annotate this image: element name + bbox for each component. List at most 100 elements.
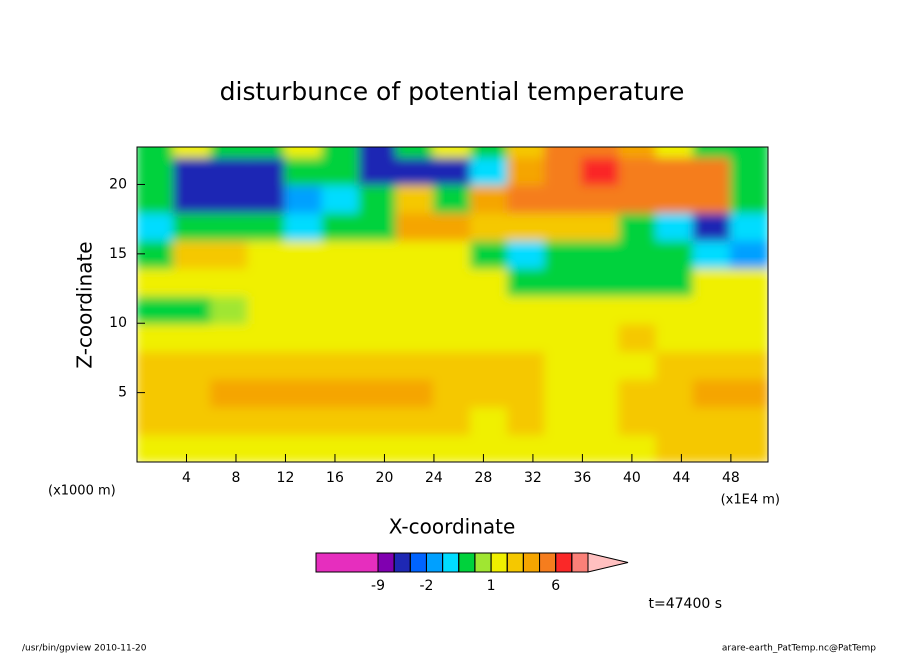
colorbar-tick-label: -9 — [371, 578, 385, 594]
field-cell — [655, 377, 695, 408]
field-cell — [655, 183, 695, 214]
field-cell — [692, 183, 732, 214]
field-cell — [432, 405, 473, 436]
x-tick-label: 40 — [623, 470, 641, 486]
field-cell — [581, 294, 621, 325]
field-cell — [581, 266, 621, 297]
field-cell — [432, 322, 473, 352]
field-cell — [544, 294, 584, 325]
field-cell — [655, 322, 695, 352]
field-cell — [618, 294, 658, 325]
colorbar-tick-label: -2 — [419, 578, 433, 594]
field-cell — [729, 349, 768, 380]
field-cell — [358, 433, 398, 462]
x-tick-label: 48 — [722, 470, 740, 486]
field-cell — [284, 211, 324, 241]
field-cell — [470, 433, 510, 462]
field-cell — [432, 433, 473, 462]
field-cell — [173, 294, 213, 325]
field-cell — [507, 377, 547, 408]
field-cell — [432, 349, 473, 380]
x-tick-label: 32 — [524, 470, 542, 486]
y-tick-label: 20 — [109, 176, 127, 192]
colorbar-segment — [522, 552, 541, 573]
field-cell — [210, 155, 250, 186]
field-cell — [284, 349, 324, 380]
colorbar-segment — [442, 552, 460, 573]
field-cell — [247, 349, 287, 380]
field-cell — [137, 155, 176, 186]
field-cell — [470, 294, 510, 325]
field-cell — [470, 211, 510, 241]
colorbar-segment — [409, 552, 427, 573]
field-cell — [581, 349, 621, 380]
field-cell — [581, 183, 621, 214]
field-cell — [247, 147, 287, 158]
x-tick-label: 24 — [425, 470, 443, 486]
field-cell — [544, 155, 584, 186]
field-cell — [618, 266, 658, 297]
field-cell — [358, 183, 398, 214]
field-cell — [692, 155, 732, 186]
field-cell — [247, 377, 287, 408]
field-cell — [173, 266, 213, 297]
field-cell — [470, 238, 510, 269]
field-cell — [432, 155, 473, 186]
field-cell — [618, 147, 658, 158]
colorbar-segment — [555, 552, 573, 573]
field-cell — [729, 183, 768, 214]
field-cell — [358, 377, 398, 408]
field-cell — [321, 211, 361, 241]
field-cell — [247, 211, 287, 241]
field-cell — [321, 294, 361, 325]
field-cell — [395, 405, 435, 436]
field-cell — [432, 266, 473, 297]
colorbar-tick-label: 6 — [551, 578, 560, 594]
field-cell — [247, 405, 287, 436]
field-cell — [395, 266, 435, 297]
field-cell — [173, 211, 213, 241]
field-cell — [581, 405, 621, 436]
colorbar-segment — [506, 552, 524, 573]
y-tick-label: 5 — [118, 385, 127, 401]
field-cell — [507, 266, 547, 297]
field-cell — [321, 238, 361, 269]
field-cell — [210, 266, 250, 297]
field-cell — [284, 147, 324, 158]
field-cell — [729, 238, 768, 269]
field-cell — [321, 183, 361, 214]
colorbar-segment — [539, 552, 557, 573]
field-cell — [284, 433, 324, 462]
field-cell — [655, 155, 695, 186]
field-cell — [284, 405, 324, 436]
field-cell — [358, 238, 398, 269]
field-cell — [692, 294, 732, 325]
field-cell — [321, 377, 361, 408]
field — [137, 147, 768, 462]
field-cell — [358, 155, 398, 186]
field-cell — [655, 147, 695, 158]
field-cell — [618, 433, 658, 462]
x-tick-label: 44 — [672, 470, 690, 486]
field-cell — [655, 405, 695, 436]
field-cell — [692, 238, 732, 269]
field-cell — [655, 238, 695, 269]
field-cell — [210, 405, 250, 436]
field-cell — [581, 377, 621, 408]
field-cell — [210, 349, 250, 380]
field-cell — [358, 294, 398, 325]
field-cell — [470, 266, 510, 297]
field-cell — [729, 294, 768, 325]
field-cell — [210, 183, 250, 214]
field-cell — [618, 349, 658, 380]
field-cell — [692, 405, 732, 436]
field-cell — [544, 405, 584, 436]
field-cell — [544, 266, 584, 297]
field-cell — [358, 322, 398, 352]
field-cell — [247, 238, 287, 269]
field-cell — [284, 266, 324, 297]
field-cell — [729, 377, 768, 408]
field-cell — [729, 405, 768, 436]
field-cell — [173, 238, 213, 269]
x-tick-label: 36 — [573, 470, 591, 486]
